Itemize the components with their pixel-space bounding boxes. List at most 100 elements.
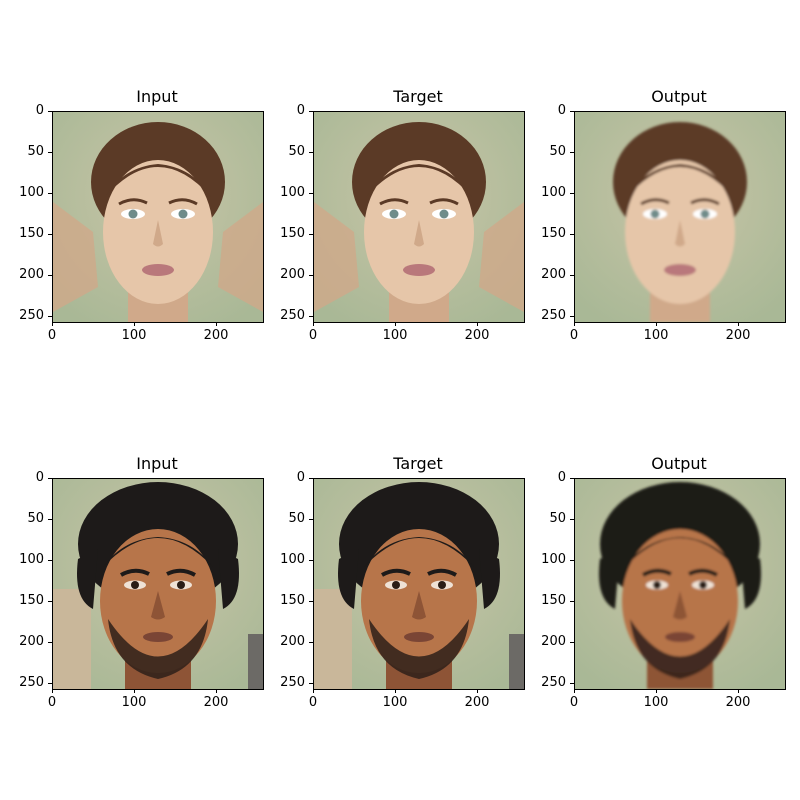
y-tick-mark xyxy=(309,275,313,277)
x-tick-mark xyxy=(134,322,136,326)
face-image-man-target xyxy=(313,478,525,690)
y-tick-label: 150 xyxy=(19,593,44,609)
y-tick-label: 0 xyxy=(557,103,566,118)
y-tick-mark xyxy=(570,560,574,562)
x-tick-label: 100 xyxy=(382,695,408,710)
y-tick-label: 200 xyxy=(541,267,566,283)
face-image-man-output xyxy=(574,478,786,690)
y-tick-label: 100 xyxy=(541,185,566,201)
x-tick-mark xyxy=(52,689,53,693)
x-tick-mark xyxy=(477,322,479,326)
panel-title-input: Input xyxy=(136,454,178,473)
y-tick-label: 200 xyxy=(19,634,44,650)
y-tick-mark xyxy=(48,601,52,603)
x-tick-label: 200 xyxy=(725,328,751,343)
y-tick-mark xyxy=(48,642,52,644)
y-tick-mark xyxy=(48,478,52,479)
y-tick-label: 100 xyxy=(541,552,566,568)
x-tick-label: 0 xyxy=(47,695,57,710)
x-tick-label: 0 xyxy=(569,328,579,343)
panel-title-output: Output xyxy=(651,87,707,106)
y-tick-label: 0 xyxy=(296,103,305,118)
y-tick-mark xyxy=(570,152,574,154)
y-tick-mark xyxy=(309,152,313,154)
x-tick-label: 100 xyxy=(643,695,669,710)
x-tick-label: 200 xyxy=(203,328,229,343)
y-tick-mark xyxy=(309,519,313,521)
x-tick-mark xyxy=(134,689,136,693)
y-tick-mark xyxy=(570,193,574,195)
y-tick-mark xyxy=(309,234,313,236)
x-tick-label: 100 xyxy=(121,695,147,710)
panel-title-output: Output xyxy=(651,454,707,473)
y-tick-label: 250 xyxy=(19,308,44,324)
y-tick-mark xyxy=(309,683,313,685)
panel-title-input: Input xyxy=(136,87,178,106)
y-tick-mark xyxy=(48,519,52,521)
x-tick-label: 0 xyxy=(47,328,57,343)
y-tick-mark xyxy=(570,316,574,318)
y-tick-mark xyxy=(309,601,313,603)
x-tick-label: 100 xyxy=(382,328,408,343)
x-tick-mark xyxy=(395,322,397,326)
y-tick-label: 50 xyxy=(549,144,566,160)
x-tick-mark xyxy=(574,689,575,693)
x-tick-label: 200 xyxy=(725,695,751,710)
y-tick-label: 200 xyxy=(280,267,305,283)
y-tick-label: 50 xyxy=(27,144,44,160)
x-tick-mark xyxy=(216,689,218,693)
y-tick-label: 200 xyxy=(541,634,566,650)
y-tick-mark xyxy=(570,601,574,603)
y-tick-mark xyxy=(48,683,52,685)
x-tick-label: 200 xyxy=(464,695,490,710)
x-tick-mark xyxy=(395,689,397,693)
y-tick-mark xyxy=(309,560,313,562)
x-tick-mark xyxy=(574,322,575,326)
x-tick-mark xyxy=(656,322,658,326)
x-tick-mark xyxy=(477,689,479,693)
y-tick-label: 150 xyxy=(19,226,44,242)
y-tick-mark xyxy=(48,560,52,562)
y-tick-label: 50 xyxy=(27,511,44,527)
panel-title-target: Target xyxy=(393,87,443,106)
y-tick-label: 0 xyxy=(296,470,305,485)
y-tick-label: 100 xyxy=(280,552,305,568)
x-tick-label: 0 xyxy=(308,328,318,343)
y-tick-label: 250 xyxy=(19,675,44,691)
x-tick-mark xyxy=(216,322,218,326)
y-tick-mark xyxy=(48,234,52,236)
y-tick-label: 150 xyxy=(280,226,305,242)
y-tick-mark xyxy=(48,316,52,318)
x-tick-label: 200 xyxy=(203,695,229,710)
x-tick-mark xyxy=(313,322,314,326)
y-tick-mark xyxy=(309,111,313,112)
y-tick-label: 250 xyxy=(541,675,566,691)
y-tick-mark xyxy=(48,152,52,154)
x-tick-label: 200 xyxy=(464,328,490,343)
x-tick-label: 100 xyxy=(643,328,669,343)
y-tick-mark xyxy=(570,275,574,277)
x-tick-mark xyxy=(52,322,53,326)
y-tick-mark xyxy=(309,316,313,318)
y-tick-label: 50 xyxy=(549,511,566,527)
y-tick-mark xyxy=(570,642,574,644)
x-tick-mark xyxy=(738,322,740,326)
y-tick-label: 100 xyxy=(280,185,305,201)
panel-title-target: Target xyxy=(393,454,443,473)
face-image-woman-target xyxy=(313,111,525,323)
x-tick-label: 0 xyxy=(569,695,579,710)
x-tick-mark xyxy=(313,689,314,693)
y-tick-label: 0 xyxy=(35,470,44,485)
y-tick-label: 50 xyxy=(288,511,305,527)
face-image-woman-input xyxy=(52,111,264,323)
y-tick-label: 150 xyxy=(280,593,305,609)
y-tick-mark xyxy=(309,642,313,644)
y-tick-mark xyxy=(570,519,574,521)
y-tick-mark xyxy=(309,193,313,195)
y-tick-mark xyxy=(570,234,574,236)
x-tick-mark xyxy=(738,689,740,693)
y-tick-label: 250 xyxy=(280,675,305,691)
y-tick-label: 100 xyxy=(19,185,44,201)
y-tick-label: 150 xyxy=(541,226,566,242)
y-tick-mark xyxy=(48,275,52,277)
